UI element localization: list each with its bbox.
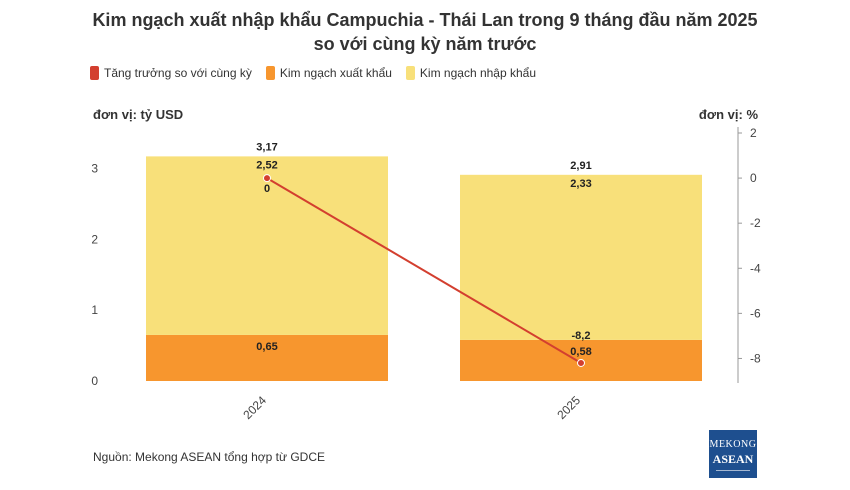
x-tick-label-2024: 2024 [240, 393, 269, 422]
x-tick-label-2025: 2025 [554, 393, 583, 422]
legend-swatch-import [405, 66, 415, 80]
chart-title-line2: so với cùng kỳ năm trước [313, 34, 537, 54]
bar-import-2025 [460, 174, 702, 340]
legend-label-import: Kim ngạch nhập khẩu [419, 66, 537, 80]
data-label-total-2024: 3,17 [256, 141, 277, 153]
right-tick-label: -4 [750, 261, 761, 275]
growth-point-2025 [577, 358, 585, 367]
right-tick-label: -6 [750, 306, 761, 320]
data-label-export-2025: 0,58 [570, 346, 591, 358]
legend-item-growth: Tăng trưởng so với cùng kỳ [90, 66, 252, 80]
left-tick-label: 1 [91, 303, 98, 317]
right-tick-label: 0 [750, 171, 757, 185]
logo-line2: ASEAN [712, 452, 754, 466]
legend-item-import: Kim ngạch nhập khẩu [405, 66, 537, 80]
growth-point-2024 [263, 174, 271, 183]
data-label-total-2025: 2,91 [570, 160, 591, 172]
legend-swatch-export [265, 66, 275, 80]
data-label-growth-2025: -8,2 [572, 330, 591, 342]
chart-title-line1: Kim ngạch xuất nhập khẩu Campuchia - Thá… [92, 10, 758, 30]
data-label-import-2024: 2,52 [256, 159, 277, 171]
series-line-growth [266, 177, 582, 364]
right-tick-label: -2 [750, 216, 761, 230]
mekong-asean-logo: MEKONG ASEAN [709, 430, 757, 478]
left-tick-label: 0 [91, 374, 98, 388]
data-label-export-2024: 0,65 [256, 341, 277, 353]
legend-label-growth: Tăng trưởng so với cùng kỳ [104, 66, 252, 80]
bar-import-2024 [146, 156, 388, 335]
source-note: Nguồn: Mekong ASEAN tổng hợp từ GDCE [93, 450, 326, 464]
legend-swatch-growth [90, 66, 99, 80]
logo-line1: MEKONG [709, 439, 757, 450]
left-tick-label: 3 [91, 161, 98, 175]
bar-export-2024 [146, 334, 388, 381]
right-tick-label: -8 [750, 351, 761, 365]
right-axis-unit: đơn vị: % [698, 107, 758, 122]
right-tick-label: 2 [750, 126, 757, 140]
legend-label-export: Kim ngạch xuất khẩu [279, 66, 392, 80]
legend-item-export: Kim ngạch xuất khẩu [265, 66, 392, 80]
data-label-import-2025: 2,33 [570, 178, 591, 190]
left-axis-unit: đơn vị: tỷ USD [93, 107, 184, 122]
logo-rule [716, 470, 750, 471]
chart-title: Kim ngạch xuất nhập khẩu Campuchia - Thá… [0, 8, 850, 56]
legend: Tăng trưởng so với cùng kỳ Kim ngạch xuấ… [90, 66, 536, 80]
left-tick-label: 2 [91, 232, 98, 246]
data-label-growth-2024: 0 [264, 183, 270, 195]
